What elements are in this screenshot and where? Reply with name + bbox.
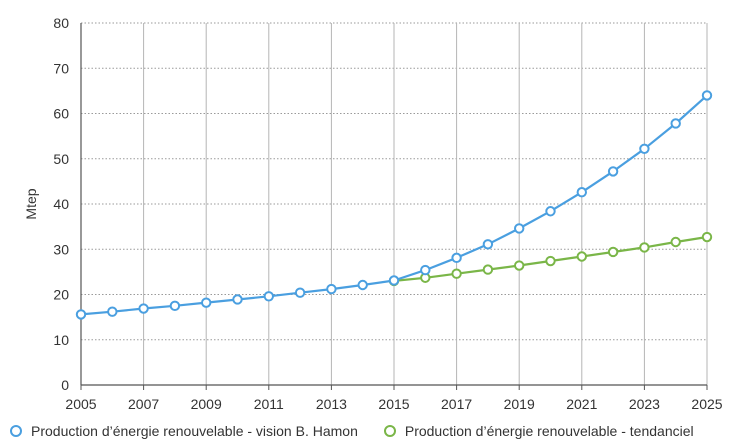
legend-marker-hamon xyxy=(10,425,22,437)
data-point-hamon-2020 xyxy=(545,206,556,217)
y-tick-label-30: 30 xyxy=(53,241,69,257)
y-tick-label-80: 80 xyxy=(53,15,69,31)
data-point-hamon-2010 xyxy=(232,294,243,305)
data-point-hamon-2012 xyxy=(294,287,306,298)
data-point-hamon-2015 xyxy=(388,275,400,286)
x-tick-label-2011: 2011 xyxy=(254,396,284,412)
data-point-hamon-2011 xyxy=(263,291,274,302)
data-point-tendanciel-2023 xyxy=(639,242,650,253)
x-tick-label-2005: 2005 xyxy=(65,396,96,412)
tick-labels: 0 10 20 30 40 50 60 70 80 2005 2007 2009 2011 2013 201… xyxy=(53,15,722,412)
grid xyxy=(80,22,708,385)
data-point-hamon-2008 xyxy=(169,300,181,312)
y-tick-label-20: 20 xyxy=(53,287,69,303)
y-tick-label-40: 40 xyxy=(53,196,69,212)
data-point-hamon-2005 xyxy=(75,309,87,320)
series-hamon xyxy=(75,90,713,320)
x-tick-label-2007: 2007 xyxy=(128,396,159,412)
data-point-hamon-2022 xyxy=(607,166,619,177)
data-point-tendanciel-2021 xyxy=(576,251,587,262)
x-tick-label-2009: 2009 xyxy=(191,396,222,412)
legend-item-tendanciel[interactable]: Production d’énergie renouvelable - tend… xyxy=(383,423,694,439)
data-point-hamon-2023 xyxy=(639,143,650,154)
y-axis-title: Mtep xyxy=(23,188,39,219)
data-point-hamon-2017 xyxy=(451,252,462,264)
legend-item-hamon[interactable]: Production d’énergie renouvelable - visi… xyxy=(10,423,358,439)
legend-marker-tendanciel xyxy=(383,425,396,437)
legend-label-hamon: Production d’énergie renouvelable - visi… xyxy=(31,423,358,439)
data-point-tendanciel-2018 xyxy=(482,264,494,275)
x-tick-label-2023: 2023 xyxy=(629,396,660,412)
data-point-hamon-2019 xyxy=(514,223,525,234)
data-point-hamon-2021 xyxy=(576,187,587,198)
data-point-tendanciel-2020 xyxy=(545,255,556,267)
data-point-tendanciel-2025 xyxy=(701,231,713,243)
data-point-tendanciel-2024 xyxy=(670,236,681,248)
legend: Production d’énergie renouvelable - visi… xyxy=(10,420,750,442)
series-tendanciel xyxy=(388,231,713,287)
data-point-tendanciel-2022 xyxy=(607,246,619,258)
data-point-hamon-2016 xyxy=(420,264,431,276)
y-tick-label-60: 60 xyxy=(53,106,69,122)
data-point-tendanciel-2019 xyxy=(514,260,525,271)
data-point-hamon-2007 xyxy=(138,303,149,314)
y-tick-label-0: 0 xyxy=(61,377,69,393)
data-point-hamon-2024 xyxy=(670,118,681,129)
x-tick-label-2019: 2019 xyxy=(504,396,535,412)
y-tick-label-10: 10 xyxy=(53,332,69,348)
axes xyxy=(80,23,708,390)
x-tick-label-2013: 2013 xyxy=(316,396,347,412)
x-tick-label-2025: 2025 xyxy=(691,396,722,412)
data-point-hamon-2025 xyxy=(701,90,713,101)
x-tick-label-2015: 2015 xyxy=(378,396,409,412)
data-point-hamon-2006 xyxy=(107,306,118,317)
x-tick-label-2021: 2021 xyxy=(566,396,597,412)
line-chart: 0 10 20 30 40 50 60 70 80 2005 2007 2009 2011 2013 201… xyxy=(23,15,723,412)
data-point-hamon-2018 xyxy=(482,239,494,250)
data-point-hamon-2009 xyxy=(201,297,212,308)
y-tick-label-50: 50 xyxy=(53,151,69,167)
y-tick-label-70: 70 xyxy=(53,60,69,76)
data-point-hamon-2014 xyxy=(357,279,368,291)
x-tick-label-2017: 2017 xyxy=(441,396,472,412)
series-group xyxy=(75,90,713,320)
legend-label-tendanciel: Production d’énergie renouvelable - tend… xyxy=(404,423,694,439)
data-point-tendanciel-2017 xyxy=(451,268,462,279)
data-point-hamon-2013 xyxy=(326,283,337,295)
